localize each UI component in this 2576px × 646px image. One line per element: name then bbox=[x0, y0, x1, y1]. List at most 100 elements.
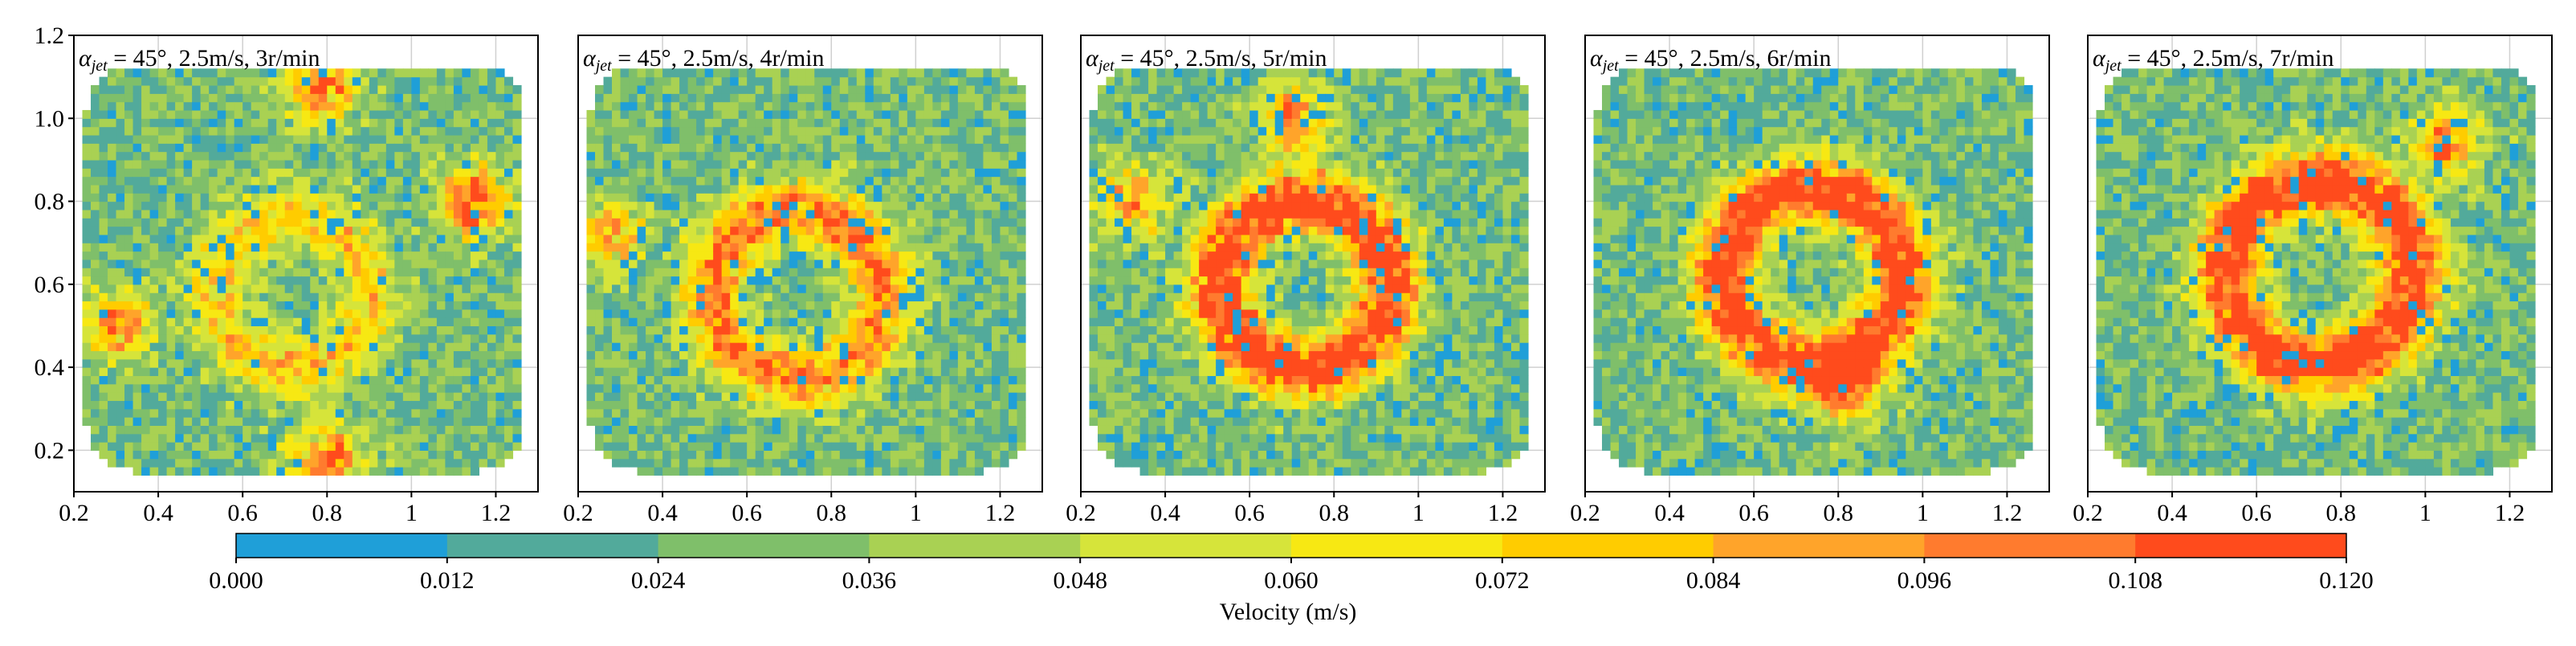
velocity-cell bbox=[764, 333, 773, 343]
velocity-cell bbox=[654, 392, 663, 401]
velocity-cell bbox=[436, 201, 446, 211]
velocity-cell bbox=[755, 375, 764, 385]
velocity-cell bbox=[882, 425, 891, 435]
velocity-cell bbox=[495, 433, 505, 443]
velocity-cell bbox=[586, 143, 596, 153]
velocity-cell bbox=[284, 226, 294, 235]
velocity-cell bbox=[983, 76, 992, 86]
velocity-cell bbox=[1000, 151, 1009, 161]
velocity-cell bbox=[108, 408, 117, 418]
velocity-cell bbox=[453, 109, 463, 119]
velocity-cell bbox=[166, 309, 176, 318]
velocity-cell bbox=[394, 467, 404, 476]
velocity-cell bbox=[831, 243, 841, 252]
velocity-cell bbox=[428, 159, 438, 169]
velocity-cell bbox=[470, 259, 480, 268]
velocity-cell bbox=[344, 168, 353, 178]
velocity-cell bbox=[983, 218, 992, 227]
velocity-cell bbox=[124, 375, 134, 385]
velocity-cell bbox=[259, 176, 269, 186]
velocity-cell bbox=[839, 193, 849, 202]
velocity-cell bbox=[620, 450, 630, 460]
velocity-cell bbox=[453, 467, 463, 476]
velocity-cell bbox=[899, 400, 908, 410]
velocity-cell bbox=[595, 193, 605, 202]
velocity-cell bbox=[344, 234, 353, 243]
velocity-cell bbox=[99, 184, 108, 194]
velocity-cell bbox=[848, 93, 858, 103]
velocity-cell bbox=[839, 367, 849, 377]
velocity-cell bbox=[327, 118, 336, 128]
velocity-cell bbox=[839, 151, 849, 161]
velocity-cell bbox=[124, 134, 134, 144]
velocity-cell bbox=[797, 325, 807, 335]
velocity-cell bbox=[848, 467, 858, 476]
velocity-cell bbox=[385, 392, 395, 401]
velocity-cell bbox=[974, 151, 984, 161]
velocity-cell bbox=[848, 301, 858, 310]
velocity-cell bbox=[873, 93, 882, 103]
velocity-cell bbox=[696, 93, 706, 103]
velocity-cell bbox=[276, 450, 286, 460]
velocity-cell bbox=[369, 259, 378, 268]
velocity-cell bbox=[132, 417, 142, 426]
velocity-cell bbox=[487, 383, 497, 393]
velocity-cell bbox=[470, 358, 480, 368]
velocity-cell bbox=[670, 276, 680, 285]
velocity-cell bbox=[805, 76, 815, 86]
velocity-cell bbox=[865, 342, 874, 352]
velocity-cell bbox=[175, 76, 185, 86]
velocity-cell bbox=[132, 259, 142, 268]
velocity-cell bbox=[747, 458, 756, 468]
velocity-cell bbox=[470, 184, 480, 194]
velocity-cell bbox=[670, 284, 680, 293]
velocity-cell bbox=[512, 168, 522, 178]
velocity-cell bbox=[327, 101, 336, 111]
velocity-cell bbox=[243, 243, 252, 252]
velocity-cell bbox=[907, 450, 916, 460]
velocity-cell bbox=[789, 333, 798, 343]
velocity-cell bbox=[848, 84, 858, 94]
velocity-cell bbox=[721, 168, 731, 178]
velocity-cell bbox=[512, 358, 522, 368]
velocity-cell bbox=[586, 209, 596, 219]
velocity-cell bbox=[470, 317, 480, 327]
velocity-cell bbox=[586, 151, 596, 161]
velocity-cell bbox=[445, 168, 454, 178]
velocity-cell bbox=[1000, 342, 1009, 352]
velocity-cell bbox=[805, 375, 815, 385]
velocity-cell bbox=[267, 93, 277, 103]
velocity-cell bbox=[747, 193, 756, 202]
velocity-cell bbox=[217, 309, 226, 318]
velocity-cell bbox=[923, 184, 933, 194]
velocity-cell bbox=[907, 243, 916, 252]
velocity-cell bbox=[503, 367, 514, 377]
velocity-cell bbox=[755, 284, 764, 293]
velocity-cell bbox=[907, 425, 916, 435]
velocity-cell bbox=[436, 375, 446, 385]
velocity-cell bbox=[377, 259, 387, 268]
velocity-cell bbox=[132, 226, 142, 235]
velocity-cell bbox=[132, 383, 142, 393]
velocity-cell bbox=[781, 76, 790, 86]
velocity-cell bbox=[814, 408, 824, 418]
velocity-cell bbox=[192, 168, 202, 178]
velocity-cell bbox=[822, 201, 832, 211]
velocity-cell bbox=[595, 358, 605, 368]
velocity-cell bbox=[822, 292, 832, 302]
velocity-cell bbox=[940, 467, 950, 476]
velocity-cell bbox=[310, 342, 320, 352]
velocity-cell bbox=[805, 218, 815, 227]
velocity-cell bbox=[385, 333, 395, 343]
velocity-cell bbox=[344, 101, 353, 111]
velocity-cell bbox=[764, 325, 773, 335]
velocity-cell bbox=[361, 76, 370, 86]
velocity-cell bbox=[991, 218, 1001, 227]
velocity-cell bbox=[394, 408, 404, 418]
velocity-cell bbox=[781, 201, 790, 211]
velocity-cell bbox=[284, 84, 294, 94]
velocity-cell bbox=[132, 309, 142, 318]
velocity-cell bbox=[402, 268, 412, 277]
velocity-cell bbox=[284, 68, 294, 78]
velocity-cell bbox=[646, 251, 655, 260]
